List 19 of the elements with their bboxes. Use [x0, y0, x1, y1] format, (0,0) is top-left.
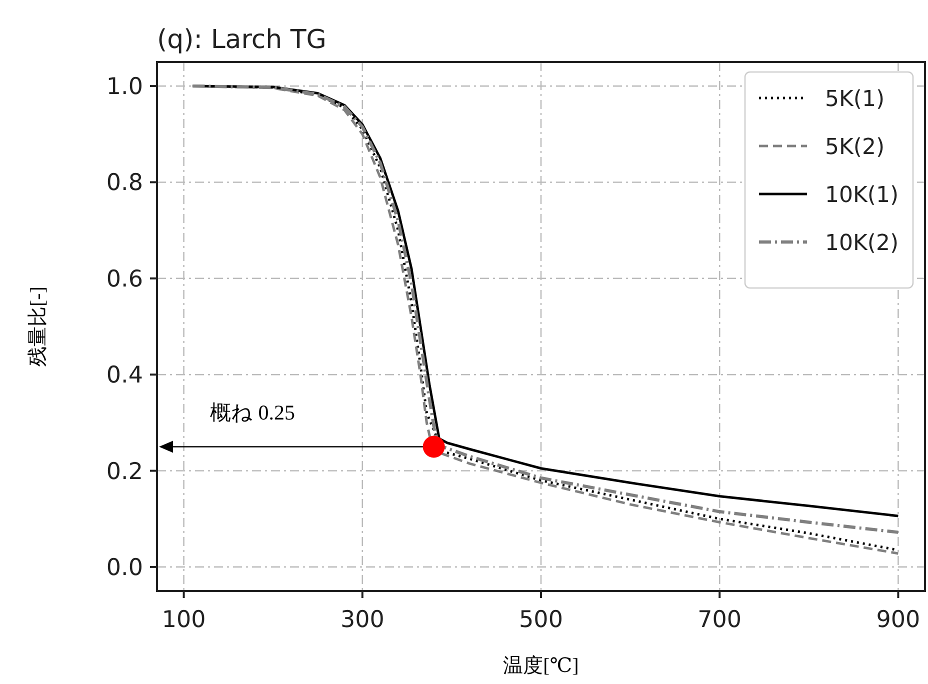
y-tick-label: 0.2 [106, 458, 143, 485]
y-axis-title: 残量比[-] [27, 286, 49, 366]
legend-label: 5K(1) [825, 87, 885, 112]
x-tick-label: 300 [340, 607, 384, 633]
y-tick-label: 0.0 [106, 554, 143, 581]
x-axis-title: 温度[℃] [503, 655, 579, 677]
x-tick-label: 900 [876, 607, 920, 633]
y-tick-label: 0.4 [106, 362, 143, 389]
legend-label: 5K(2) [825, 135, 885, 160]
legend-label: 10K(1) [825, 183, 899, 208]
legend-label: 10K(2) [825, 231, 899, 256]
y-tick-label: 0.6 [106, 266, 143, 292]
annotation: 概ね 0.25 [210, 400, 295, 425]
y-tick-label: 0.8 [106, 170, 143, 196]
x-tick-label: 100 [162, 607, 206, 633]
x-tick-label: 700 [698, 607, 742, 633]
y-tick-label: 1.0 [106, 74, 143, 100]
chart-title: (q): Larch TG [157, 25, 326, 55]
x-tick-label: 500 [519, 607, 563, 633]
